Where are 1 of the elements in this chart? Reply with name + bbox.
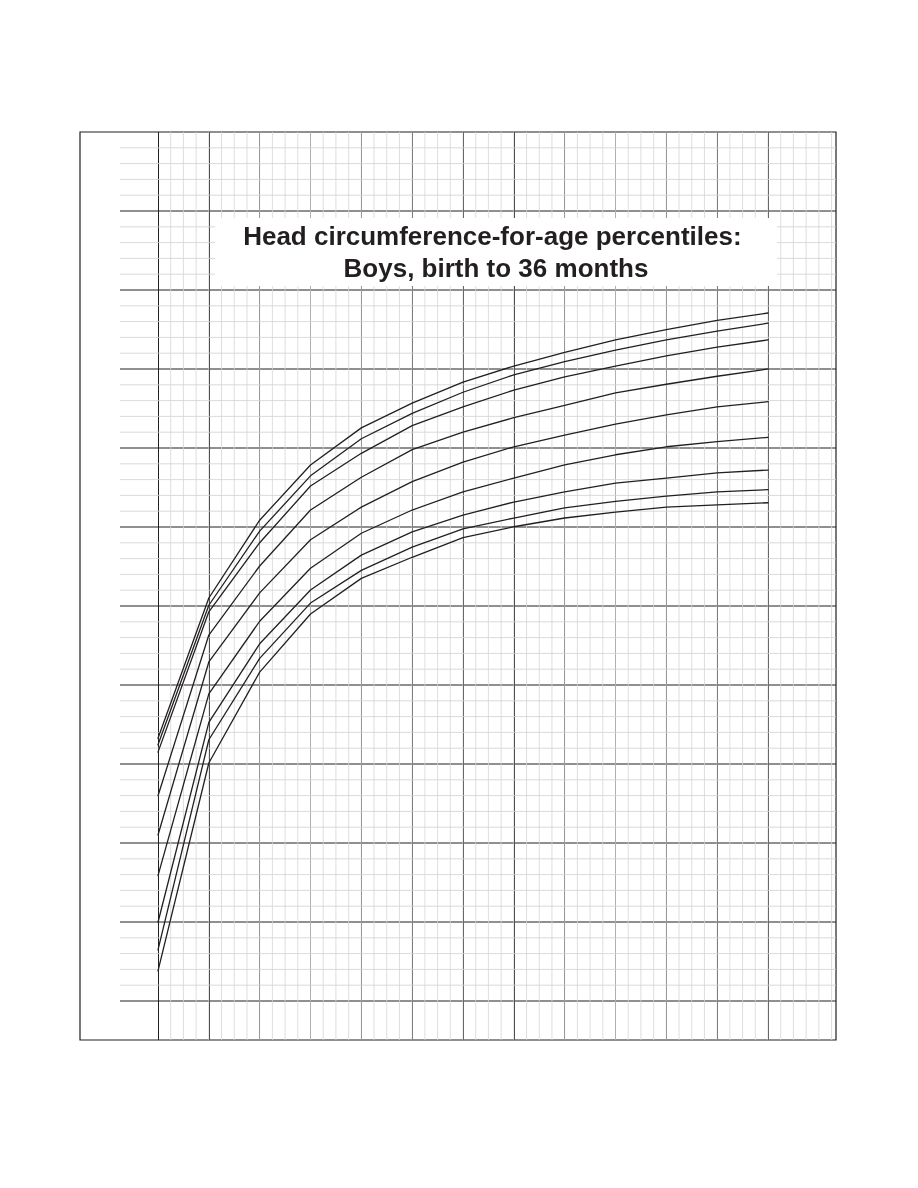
chart-title: Head circumference-for-age percentiles: Boys, birth to 36 months xyxy=(243,221,749,283)
